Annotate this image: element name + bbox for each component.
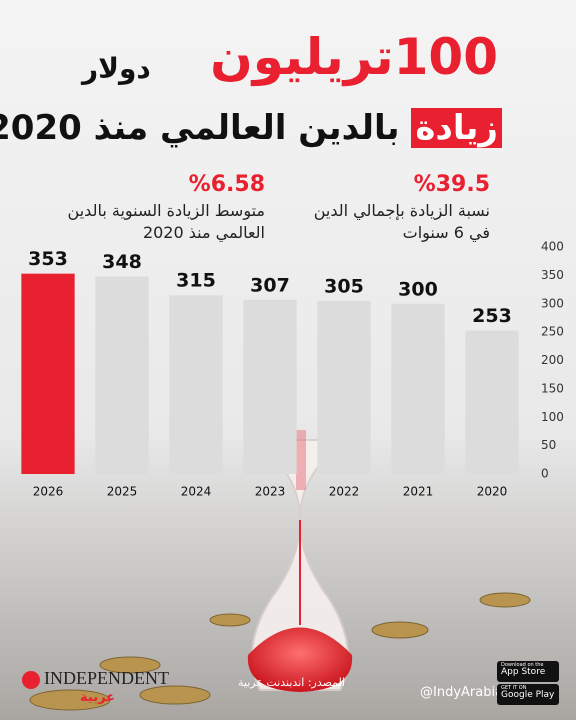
hourglass [246,430,354,692]
app-store-button[interactable]: Download on the App Store [497,661,559,682]
y-tick-label: 300 [541,296,564,310]
bar-chart: 0 50 100 150 200 250 300 350 400 2026 353 2025 348 20… [21,240,564,499]
source: المصدر: اندبندنت عربية [238,676,345,689]
x-tick-label: 2020 [477,485,508,499]
handle: @IndyArabia [420,685,504,700]
google-play-button[interactable]: GET IT ON Google Play [497,684,559,705]
value-label: 315 [176,270,216,292]
logo: INDEPENDENT [22,668,169,689]
google-play-top: GET IT ON [501,685,527,691]
coins [29,592,531,711]
app-store-top: Download on the [501,662,544,668]
y-tick-label: 200 [541,353,564,367]
bar [169,295,223,474]
app-store: App Store [501,667,546,677]
x-tick-label: 2021 [403,485,434,499]
bar [21,273,75,474]
value-label: 253 [472,305,512,327]
value-label: 305 [324,275,364,297]
subtitle-highlight: زيادة [411,108,502,148]
y-tick-label: 100 [541,410,564,424]
google-play: Google Play [501,690,555,700]
logo-text: INDEPENDENT [44,668,169,688]
value-label: 353 [28,248,68,270]
y-tick-label: 350 [541,268,564,282]
x-tick-label: 2024 [181,485,212,499]
bar [317,300,371,474]
y-tick-label: 150 [541,381,564,395]
title-unit: تريليون [210,28,394,86]
value-label: 307 [250,274,290,296]
title-main: 100تريليون [210,28,498,86]
logo-sub: عربية [80,690,116,705]
x-tick-label: 2023 [255,485,286,499]
bar [391,303,445,474]
x-tick-label: 2025 [107,485,138,499]
y-tick-label: 50 [541,438,556,452]
x-tick-label: 2026 [33,485,64,499]
y-tick-label: 400 [541,240,564,254]
subtitle: بالدين العالمي منذ 2020 [0,108,400,148]
value-label: 348 [102,251,142,273]
stat-label: متوسط الزيادة السنوية بالدين العالمي منذ… [67,201,265,242]
y-tick-label: 250 [541,325,564,339]
stat-value: %6.58 [188,172,265,197]
bar [465,330,519,474]
title-number: 100 [393,28,498,86]
x-tick-label: 2022 [329,485,360,499]
value-label: 300 [398,278,438,300]
title-currency: دولار [82,52,151,85]
logo-mark [22,670,40,689]
bar [95,276,149,474]
stat-label: نسبة الزيادة بإجمالي الدين في 6 سنوات [313,201,490,242]
stat-value: %39.5 [413,172,490,197]
y-tick-label: 0 [541,467,549,481]
subtitle-line: زيادة بالدين العالمي منذ 2020 [0,108,502,148]
bar [243,299,297,474]
